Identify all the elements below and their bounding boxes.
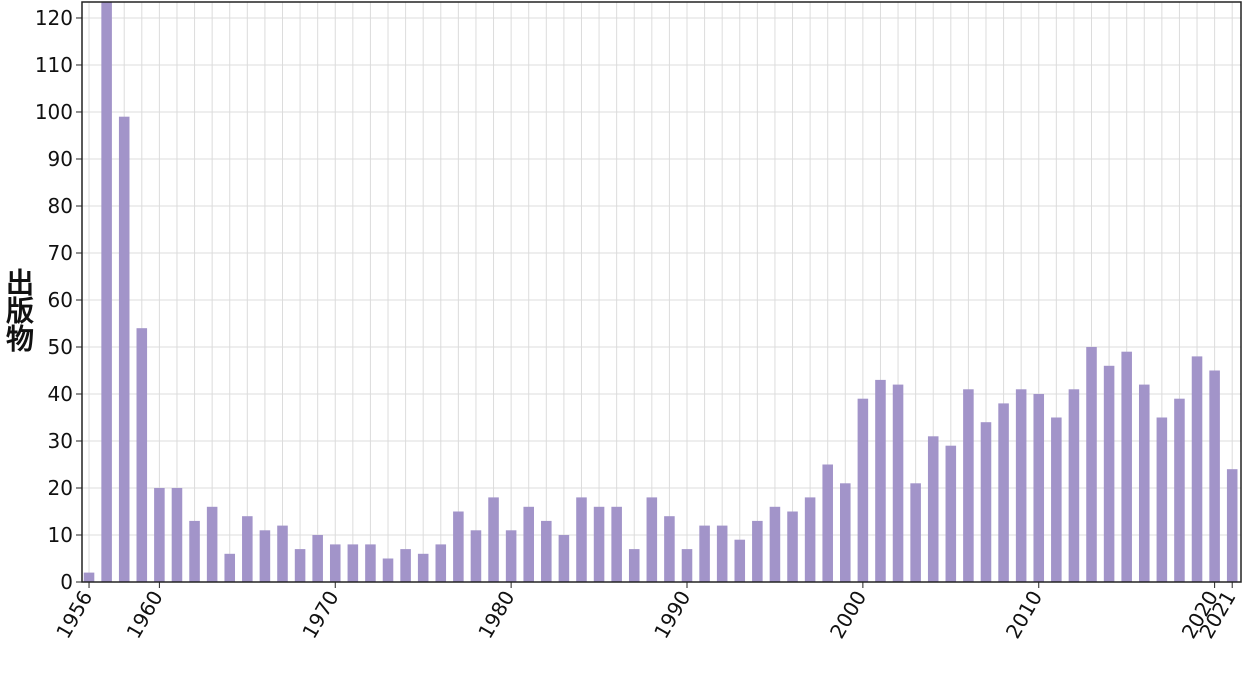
bar [365,544,376,582]
bar [910,483,921,582]
bar [593,506,605,582]
y-tick-label: 120 [35,6,73,30]
x-tick-label: 1980 [473,587,519,643]
bar [1174,398,1185,582]
bar [154,487,165,582]
bar [470,530,482,582]
x-tick-label: 1956 [51,587,97,643]
bar [277,525,288,582]
bar [523,506,534,582]
bar [646,497,658,582]
x-tick-label: 1960 [121,587,167,643]
bar [1086,346,1097,582]
bar [189,520,200,582]
bar [259,530,271,582]
y-tick-label: 40 [48,382,73,406]
x-tick-label: 2010 [1001,587,1047,643]
bar [1226,469,1238,582]
bar [1015,389,1027,582]
bar [998,403,1009,582]
bar [294,549,306,582]
bar [505,530,517,582]
bar [980,422,992,582]
bar [347,544,359,582]
bar [804,497,816,582]
bar [206,506,218,582]
bar [101,2,112,582]
bar [752,520,763,582]
bar [1191,356,1203,582]
bar [611,506,622,582]
bar [136,328,148,582]
y-tick-label: 70 [48,241,73,265]
y-tick-label: 20 [48,476,73,500]
bar [171,487,183,582]
plot-border [81,1,1242,583]
bar [769,506,781,582]
bar [681,549,693,582]
y-tick-label: 80 [48,194,73,218]
bar [453,511,464,582]
x-tick-label: 2000 [825,587,871,643]
bar [312,534,323,582]
bar [435,544,447,582]
y-tick-label: 50 [48,335,73,359]
bar [892,384,904,582]
bar [417,553,429,582]
bar [382,558,394,582]
bar [576,497,587,582]
bar [963,389,974,582]
y-tick-label: 10 [48,523,73,547]
bar [558,534,570,582]
bar [1121,351,1132,582]
bar [1068,389,1080,582]
y-tick-label: 110 [35,53,73,77]
y-tick-label: 100 [35,100,73,124]
bar [488,497,499,582]
x-tick-label: 1970 [297,587,343,643]
bar [541,520,552,582]
bar [628,549,640,582]
y-tick-label: 90 [48,147,73,171]
y-tick-label: 60 [48,288,73,312]
bar [1103,365,1115,582]
y-tick-label: 30 [48,429,73,453]
bar [734,539,746,582]
bar [787,511,798,582]
bar [699,525,710,582]
bar [224,553,236,582]
bar [1033,393,1045,582]
bar [83,572,95,582]
bar [1051,417,1062,582]
x-tick-label: 1990 [649,587,695,643]
y-axis-title: 出版物 [2,268,35,352]
bar [945,445,957,582]
bar [857,398,869,582]
bar [822,464,833,582]
bar [664,516,675,582]
bar [329,544,341,582]
bar [1138,384,1150,582]
bar [400,549,411,582]
bar [927,436,939,582]
bar [840,483,851,582]
bar [118,116,130,582]
bar [1209,370,1220,582]
y-tick-label: 0 [60,570,73,594]
bar [875,379,886,582]
bar [1156,417,1168,582]
bar [242,516,253,582]
bar [716,525,728,582]
